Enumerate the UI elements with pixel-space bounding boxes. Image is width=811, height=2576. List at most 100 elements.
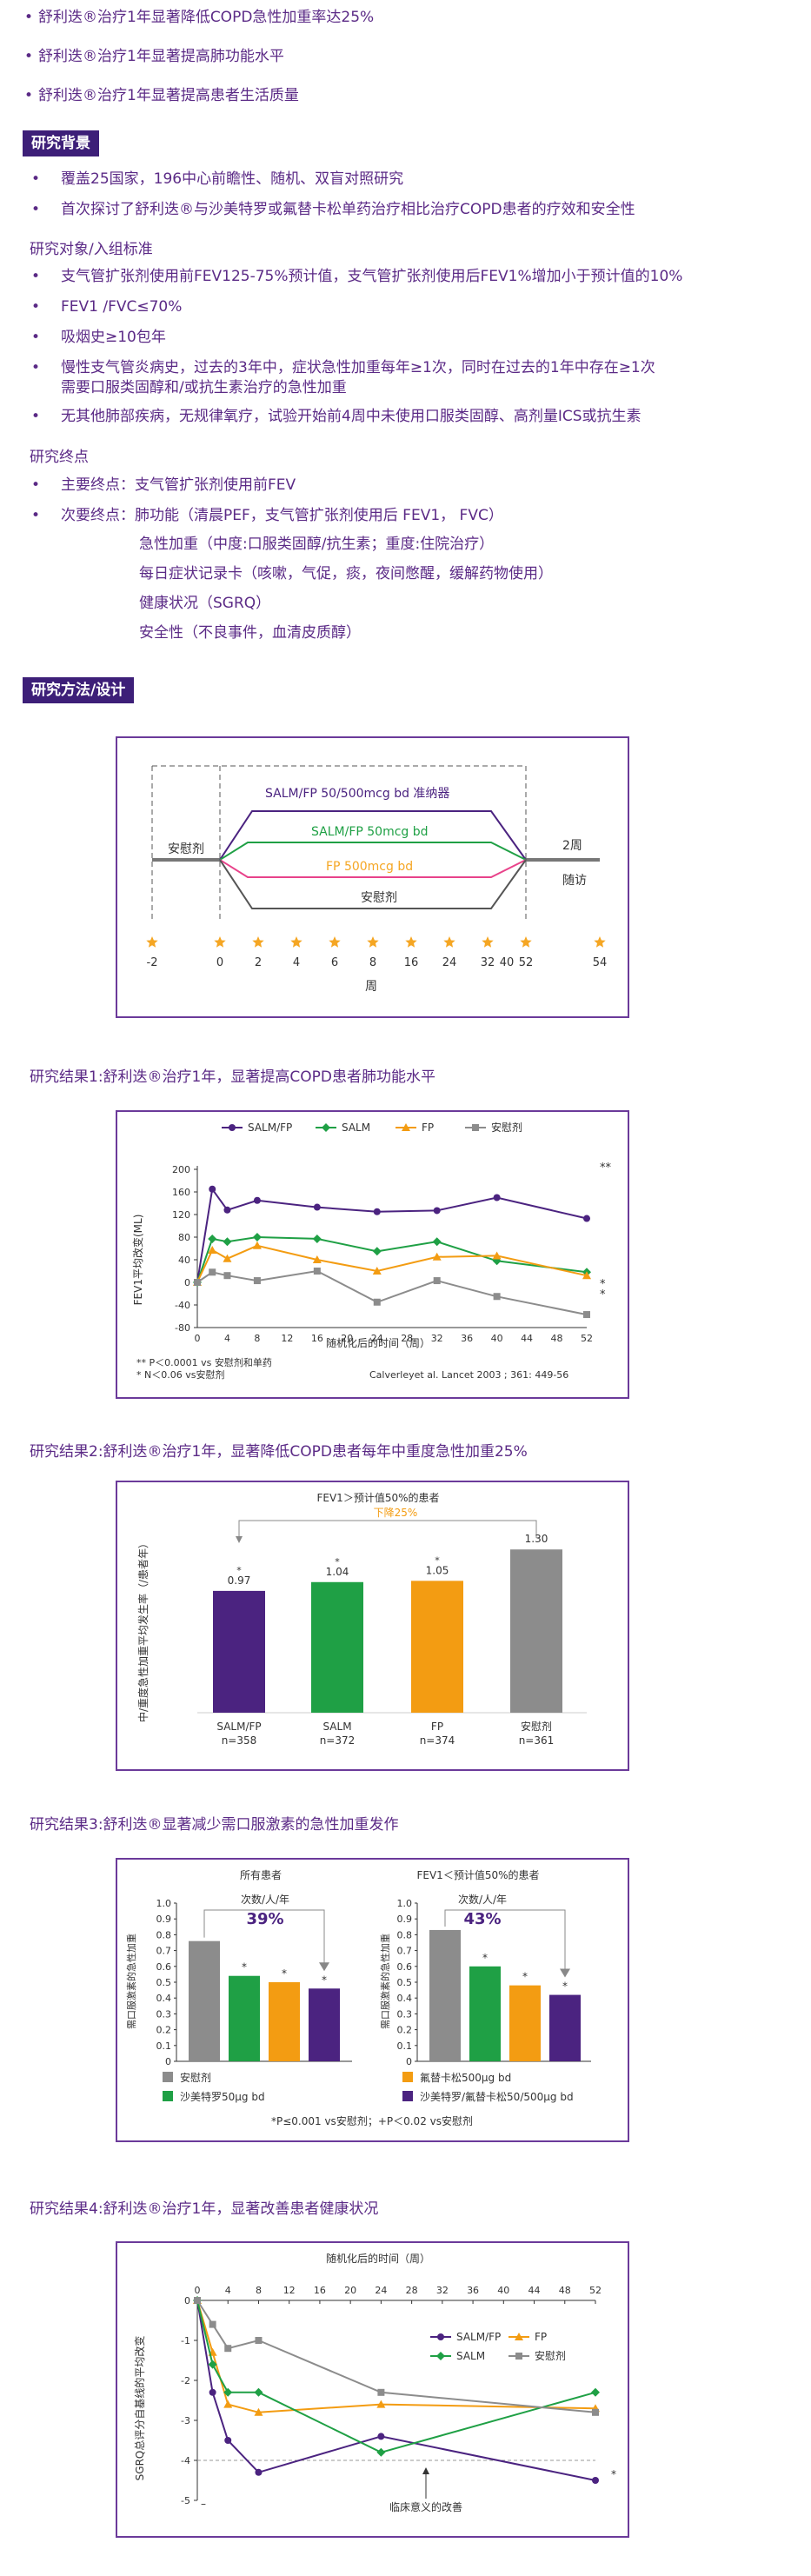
sgrq-xtick: 40 bbox=[497, 2285, 509, 2296]
fev1-point bbox=[253, 1277, 261, 1285]
steroid-right-bar bbox=[549, 1994, 581, 2061]
sgrq-point bbox=[591, 2387, 600, 2397]
exacerbation-bar-n: n=361 bbox=[519, 1734, 555, 1747]
fev1-point bbox=[583, 1215, 590, 1222]
fev1-xtick: 28 bbox=[401, 1333, 413, 1344]
fev1-point bbox=[252, 1233, 262, 1241]
exacerbation-bar-value: 1.30 bbox=[525, 1533, 548, 1545]
exacerbation-bar-name: SALM bbox=[322, 1721, 351, 1733]
fev1-point bbox=[373, 1298, 381, 1306]
fev1-series-line bbox=[196, 1235, 588, 1283]
fev1-point bbox=[223, 1237, 232, 1247]
fev1-ytick: 160 bbox=[172, 1187, 190, 1198]
fev1-xtick: 0 bbox=[195, 1333, 201, 1344]
steroid-left-bar-star: * bbox=[282, 1967, 287, 1980]
steroid-right-pct: 43% bbox=[463, 1910, 501, 1928]
fev1-point bbox=[492, 1251, 502, 1260]
fev1-xtick: 52 bbox=[581, 1333, 593, 1344]
result4-title: 研究结果4:舒利迭®治疗1年，显著改善患者健康状况 bbox=[30, 2200, 379, 2218]
fev1-legend-marker bbox=[229, 1124, 236, 1131]
legend-swatch-fp bbox=[402, 2072, 413, 2082]
steroid-left-bar bbox=[309, 1988, 340, 2061]
drop-arrow-head bbox=[236, 1536, 243, 1543]
fev1-point bbox=[208, 1245, 217, 1254]
exacerbation-bar-name: 安慰剂 bbox=[521, 1720, 552, 1733]
drop-label: 下降25% bbox=[374, 1507, 418, 1519]
steroid-left-title: 所有患者 bbox=[240, 1869, 282, 1881]
steroid-right-ytick: 0.6 bbox=[397, 1961, 413, 1973]
exacerbation-bar-value: 0.97 bbox=[228, 1574, 251, 1587]
sgrq-legend-label: 安慰剂 bbox=[535, 2349, 566, 2362]
fev1-note-1: ** P＜0.0001 vs 安慰剂和单药 bbox=[136, 1356, 272, 1368]
arm-placebo bbox=[219, 859, 527, 909]
sgrq-legend-marker bbox=[515, 2353, 522, 2360]
sgrq-point bbox=[194, 2297, 201, 2304]
sgrq-point bbox=[377, 2388, 385, 2396]
result2-title: 研究结果2:舒利迭®治疗1年，显著降低COPD患者每年中重度急性加重25% bbox=[30, 1443, 528, 1461]
exacerbation-bar-name: FP bbox=[431, 1721, 443, 1733]
steroid-left-ytick: 0.2 bbox=[156, 2025, 172, 2036]
steroid-left-ytick: 0.9 bbox=[156, 1914, 172, 1925]
steroid-left-ytick: 0.4 bbox=[156, 1993, 172, 2004]
steroid-right-ytick: 0.2 bbox=[397, 2025, 413, 2036]
fev1-xlabel: 随机化后的时间（周） bbox=[326, 1336, 430, 1349]
fev1-point bbox=[312, 1255, 322, 1263]
week-label: 16 bbox=[404, 956, 419, 969]
sgrq-xtick: 8 bbox=[256, 2285, 262, 2296]
steroid-right-arrow-head bbox=[560, 1968, 570, 1978]
sgrq-point bbox=[254, 2387, 263, 2397]
sgrq-xtick: 24 bbox=[375, 2285, 387, 2296]
design-panel: SALM/FP 50/500mcg bd 准纳器 SALM/FP 50mcg b… bbox=[116, 736, 629, 1018]
sgrq-point bbox=[223, 2387, 233, 2397]
sgrq-xtick: 16 bbox=[314, 2285, 326, 2296]
sgrq-point bbox=[255, 2468, 263, 2476]
inclusion-title: 研究对象/入组标准 bbox=[30, 241, 153, 258]
fev1-point bbox=[432, 1237, 442, 1247]
sgrq-legend-marker bbox=[436, 2352, 445, 2360]
design-diagram: SALM/FP 50/500mcg bd 准纳器 SALM/FP 50mcg b… bbox=[146, 765, 607, 994]
exacerbation-bar-star: * bbox=[435, 1554, 440, 1566]
visit-star bbox=[214, 936, 226, 948]
steroid-right-unit: 次数/人/年 bbox=[458, 1893, 507, 1906]
week-axis-label: 周 bbox=[365, 980, 377, 994]
endpoint-sub: 每日症状记录卡（咳嗽，气促，痰，夜间憋醒，缓解药物使用） bbox=[139, 565, 553, 582]
fev1-point bbox=[433, 1207, 441, 1215]
sgrq-ytick: -2 bbox=[181, 2375, 190, 2386]
sgrq-point bbox=[377, 2433, 385, 2440]
legend-swatch-placebo bbox=[163, 2072, 173, 2082]
steroid-left-ytick: 0.3 bbox=[156, 2008, 172, 2020]
exacerbation-subtitle: FEV1＞预计值50%的患者 bbox=[316, 1491, 439, 1504]
fev1-point bbox=[493, 1293, 501, 1301]
top-bullet-text: 舒利迭®治疗1年显著提高肺功能水平 bbox=[38, 48, 284, 65]
arm-salmfp-label: SALM/FP 50/500mcg bd 准纳器 bbox=[265, 787, 449, 801]
steroid-right-ytick: 0.8 bbox=[397, 1929, 413, 1940]
exacerbation-bar-n: n=374 bbox=[420, 1734, 455, 1747]
steroid-left-ytick: 0.5 bbox=[156, 1977, 172, 1988]
endpoint-sub: 安全性（不良事件，血清皮质醇） bbox=[139, 624, 361, 642]
sgrq-point bbox=[209, 2388, 216, 2396]
sgrq-series-line bbox=[196, 2300, 596, 2413]
fev1-xtick: 20 bbox=[341, 1333, 353, 1344]
fev1-ytick: 120 bbox=[172, 1209, 190, 1221]
arm-fp bbox=[219, 859, 527, 878]
fev1-point bbox=[432, 1252, 442, 1261]
result4-panel: 随机化后的时间（周） SGRQ总评分自基线的平均改变 0 4 8 12 16 20 24 28… bbox=[116, 2241, 629, 2538]
visit-star bbox=[594, 936, 606, 948]
sgrq-point bbox=[255, 2337, 263, 2344]
sgrq-xtick: 32 bbox=[436, 2285, 449, 2296]
exacerbation-bar-chart: FEV1＞预计值50%的患者 下降25% 中/重度急性加重平均发生率（/患者年）… bbox=[136, 1491, 587, 1747]
sgrq-xtick: 36 bbox=[467, 2285, 479, 2296]
legend-placebo: 安慰剂 bbox=[180, 2071, 211, 2084]
exacerbation-bar-star: * bbox=[335, 1556, 340, 1568]
arm-salm-label: SALM/FP 50mcg bd bbox=[311, 825, 429, 839]
exacerbation-bar-value: 1.05 bbox=[426, 1564, 449, 1576]
steroid-right-ytick: 0.1 bbox=[397, 2040, 413, 2052]
sgrq-point bbox=[224, 2437, 232, 2444]
run-in-label: 安慰剂 bbox=[168, 842, 204, 856]
steroid-right-ytick: 0.5 bbox=[397, 1977, 413, 1988]
top-bullet-text: 舒利迭®治疗1年显著降低COPD急性加重率达25% bbox=[38, 9, 375, 26]
design-dashed-frame bbox=[151, 765, 527, 921]
fev1-xtick: 48 bbox=[551, 1333, 563, 1344]
sgrq-legend-label: SALM bbox=[456, 2350, 485, 2362]
steroid-right-ytick: 0.3 bbox=[397, 2008, 413, 2020]
